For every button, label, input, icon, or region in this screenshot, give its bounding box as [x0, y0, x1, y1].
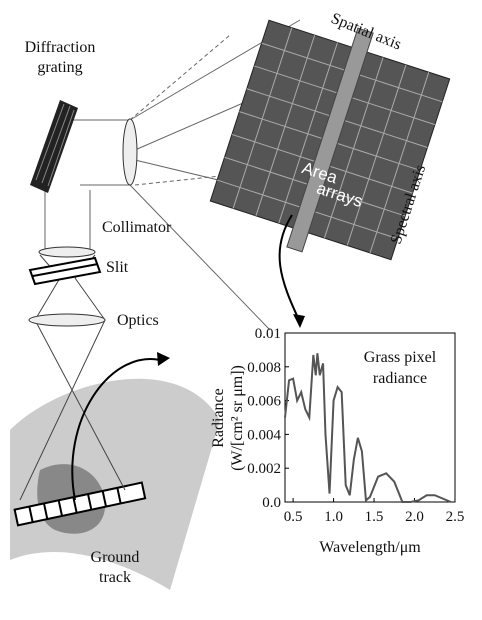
x-tick-label: 2.5	[446, 509, 465, 525]
label: Ground	[91, 549, 140, 566]
y-tick-label: 0.0	[262, 495, 281, 511]
arrowhead	[293, 314, 305, 328]
y-tick-label: 0.002	[247, 461, 281, 477]
x-axis-label: Wavelength/μm	[319, 539, 421, 556]
label: Optics	[117, 312, 159, 329]
x-tick-label: 1.5	[365, 509, 384, 525]
grating	[30, 100, 78, 193]
diagram: Diffraction grating Collimator Slit Opti…	[0, 0, 482, 615]
label: Slit	[106, 259, 129, 276]
y-tick-label: 0.008	[247, 360, 281, 376]
x-tick-label: 1.0	[324, 509, 343, 525]
chart-title: Grass pixel	[364, 349, 437, 366]
y-tick-label: 0.004	[247, 427, 281, 443]
detector	[204, 1, 456, 278]
label: Collimator	[102, 219, 172, 236]
y-axis-label: Radiance	[210, 388, 227, 448]
optics-lens	[29, 314, 105, 326]
x-tick-label: 2.0	[405, 509, 424, 525]
y-axis-label: (W/[cm² sr μm])	[229, 365, 246, 471]
label: Diffraction	[25, 39, 96, 56]
x-tick-label: 0.5	[284, 509, 303, 525]
y-tick-label: 0.006	[247, 394, 281, 410]
arrowhead	[157, 352, 170, 366]
slit	[30, 258, 100, 284]
label: track	[99, 569, 131, 586]
lens	[123, 119, 137, 185]
y-tick-label: 0.01	[255, 326, 281, 342]
chart-title: radiance	[373, 370, 427, 387]
collimator-lens	[39, 247, 95, 257]
label: grating	[37, 59, 82, 76]
